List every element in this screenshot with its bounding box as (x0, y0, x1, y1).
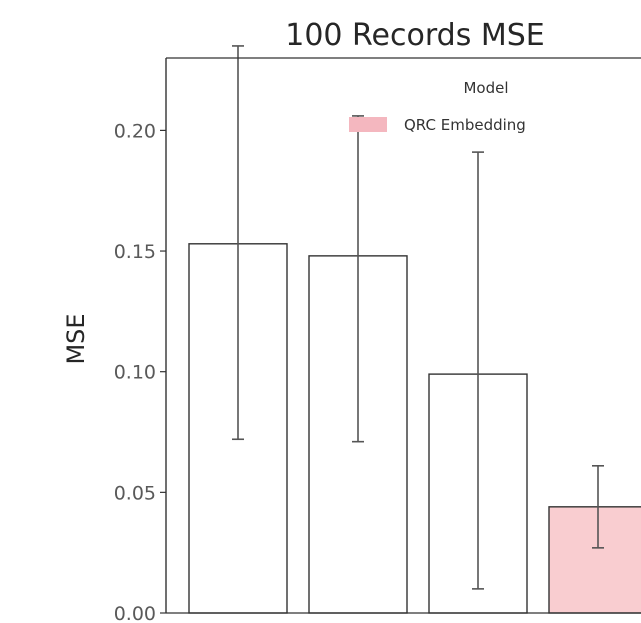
y-axis-label: MSE (62, 313, 90, 364)
y-tick-label: 0.00 (114, 603, 156, 623)
bar-4 (548, 506, 641, 614)
legend-label: QRC Embedding (404, 116, 526, 134)
y-ticks: 0.00 0.05 0.10 0.15 0.20 (114, 120, 166, 623)
legend-swatch (349, 117, 387, 132)
axes (165, 57, 641, 614)
legend: Model QRC Embedding (349, 79, 526, 134)
y-tick-label: 0.20 (114, 120, 156, 142)
error-bars (232, 45, 604, 590)
legend-title: Model (463, 79, 508, 97)
bars (188, 243, 641, 614)
y-tick-label: 0.05 (114, 482, 156, 504)
y-tick-label: 0.15 (114, 241, 156, 263)
chart-title: 100 Records MSE (285, 18, 545, 53)
y-tick-label: 0.10 (114, 362, 156, 384)
